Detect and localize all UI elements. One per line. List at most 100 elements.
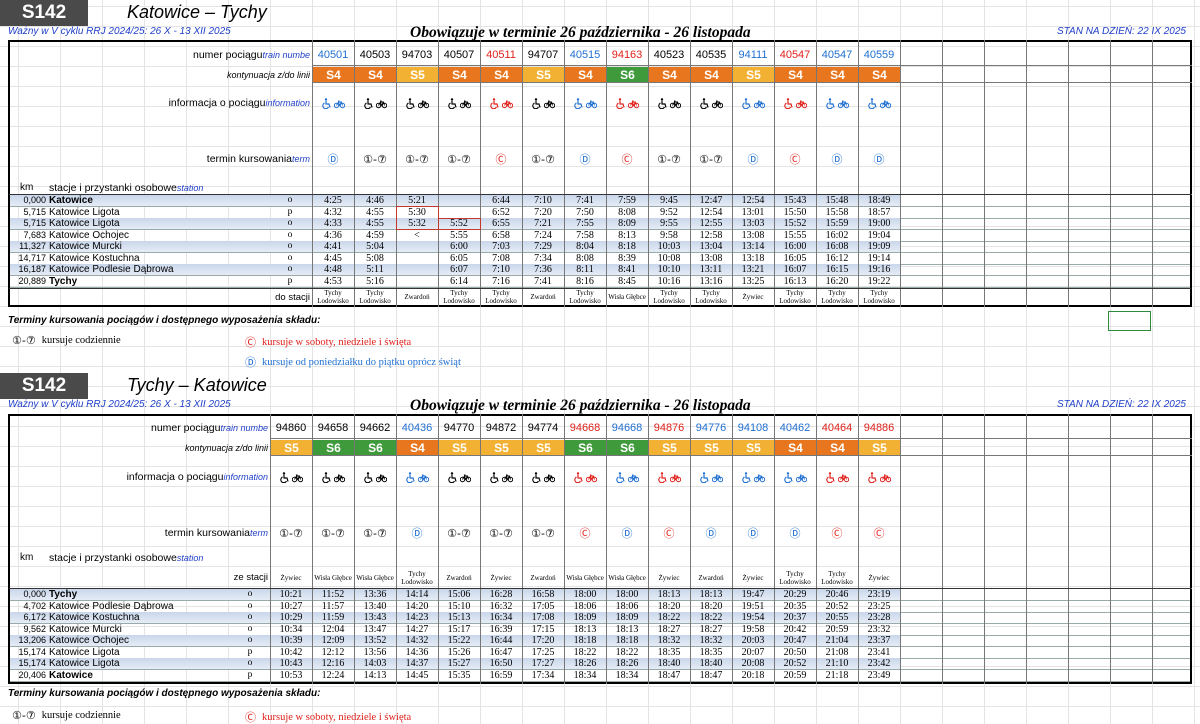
time: 7:10 — [534, 195, 552, 206]
days-symbol: ①-⑦ — [279, 526, 303, 540]
line-badge: S4 — [355, 67, 396, 82]
km: 20,889 — [18, 275, 46, 286]
line-badge: S5 — [733, 440, 774, 455]
time: 8:09 — [618, 218, 636, 229]
station-name: Katowice Murcki — [49, 241, 122, 252]
time: 18:06 — [615, 600, 639, 612]
days-symbol: Ⓒ — [789, 153, 801, 166]
time: 16:50 — [489, 658, 513, 669]
time: 17:25 — [531, 646, 555, 658]
time: 11:59 — [321, 612, 345, 623]
terminus: Wisła Głębce — [566, 573, 604, 582]
info-label-text: informacja o pociągu — [126, 471, 224, 483]
column-line — [690, 40, 691, 307]
time: 7:10 — [492, 264, 510, 275]
row-line — [9, 275, 1191, 276]
bicycle-icon — [544, 474, 555, 483]
row-shade — [9, 218, 900, 230]
time: 14:03 — [363, 658, 387, 669]
line-badge: S4 — [397, 440, 438, 455]
column-line — [816, 40, 817, 307]
time: 10:08 — [657, 252, 681, 264]
accessibility-icon — [532, 472, 541, 483]
legend-symbol: ①-⑦ — [12, 334, 36, 347]
time: 18:47 — [699, 669, 723, 681]
bicycle-icon — [418, 100, 429, 109]
time: 20:29 — [783, 589, 807, 600]
column-line — [564, 414, 565, 684]
time: 19:47 — [741, 589, 765, 600]
train-number: 40559 — [863, 49, 895, 61]
time: 18:06 — [573, 600, 597, 612]
column-line — [942, 414, 943, 684]
time: 16:39 — [489, 623, 513, 635]
legend-symbol: Ⓓ — [245, 356, 256, 369]
km: 9,562 — [23, 623, 46, 634]
time: 19:04 — [867, 229, 891, 241]
time: 20:50 — [783, 646, 807, 658]
train-number: 40436 — [401, 422, 433, 434]
station-name: Katowice Murcki — [49, 623, 122, 635]
terminus: Zwardoń — [446, 573, 472, 582]
row-line — [9, 206, 1191, 207]
column-line — [648, 414, 649, 684]
bicycle-icon — [586, 100, 597, 109]
days-symbol: ①-⑦ — [699, 152, 723, 166]
accessibility-icon — [574, 98, 583, 109]
line-badge: S4 — [817, 67, 858, 82]
route-title: Tychy – Katowice — [127, 375, 267, 395]
time: 8:04 — [576, 241, 594, 252]
terminus: Żywiec — [868, 573, 890, 582]
validity: Ważny w V cyklu RRJ 2024/25: 26 X - 13 X… — [8, 399, 231, 410]
column-line — [606, 40, 607, 307]
accessibility-icon — [700, 98, 709, 109]
column-line — [774, 40, 775, 307]
accessibility-icon — [448, 98, 457, 109]
time: 8:08 — [618, 206, 636, 218]
km: 0,000 — [23, 195, 46, 205]
time: 4:46 — [366, 195, 384, 206]
stations-label: stacje i przystanki osobowestation — [49, 182, 203, 194]
time: 20:52 — [825, 600, 849, 612]
time: 20:59 — [825, 623, 849, 635]
time: 10:42 — [279, 646, 303, 658]
time: 16:12 — [825, 252, 849, 264]
time: 8:45 — [618, 275, 636, 287]
time: 14:14 — [405, 589, 429, 600]
train-number: 94111 — [738, 49, 768, 61]
legend-text: kursuje w soboty, niedziele i święta — [262, 711, 412, 723]
terminus-label: ze stacji — [233, 572, 268, 583]
days-symbol: Ⓒ — [579, 527, 591, 540]
stop-type: o — [247, 612, 253, 622]
stop-type: p — [287, 275, 293, 286]
time: 7:59 — [618, 195, 636, 206]
time: 12:24 — [321, 669, 345, 681]
time: 18:13 — [699, 589, 723, 600]
time: 19:54 — [741, 612, 765, 623]
time: 10:53 — [279, 669, 303, 681]
terminus: Tychy Lodowisko — [485, 289, 517, 305]
stop-type: o — [287, 195, 293, 205]
days-symbol: ①-⑦ — [657, 152, 681, 166]
time: 15:55 — [783, 229, 807, 241]
km: 13,206 — [18, 635, 46, 645]
days-symbol: Ⓓ — [747, 527, 759, 540]
terminus: Tychy Lodowisko — [653, 289, 685, 305]
time: 16:08 — [825, 241, 849, 252]
km: 11,327 — [19, 241, 46, 251]
days-symbol: Ⓓ — [621, 527, 633, 540]
column-line — [396, 414, 397, 684]
stop-type: o — [287, 229, 293, 240]
time: 20:35 — [783, 600, 807, 612]
time: 15:17 — [447, 623, 471, 635]
stop-type: o — [247, 589, 253, 599]
bicycle-icon — [712, 474, 723, 483]
accessibility-icon — [868, 472, 877, 483]
time: 12:12 — [321, 646, 345, 658]
time: 12:09 — [321, 635, 345, 646]
days-symbol: Ⓓ — [831, 153, 843, 166]
row-line — [9, 288, 1191, 289]
time: 23:19 — [867, 589, 891, 600]
station-name: Katowice Podlesie Dąbrowa — [49, 600, 174, 612]
line-badge: S5 — [649, 440, 690, 455]
